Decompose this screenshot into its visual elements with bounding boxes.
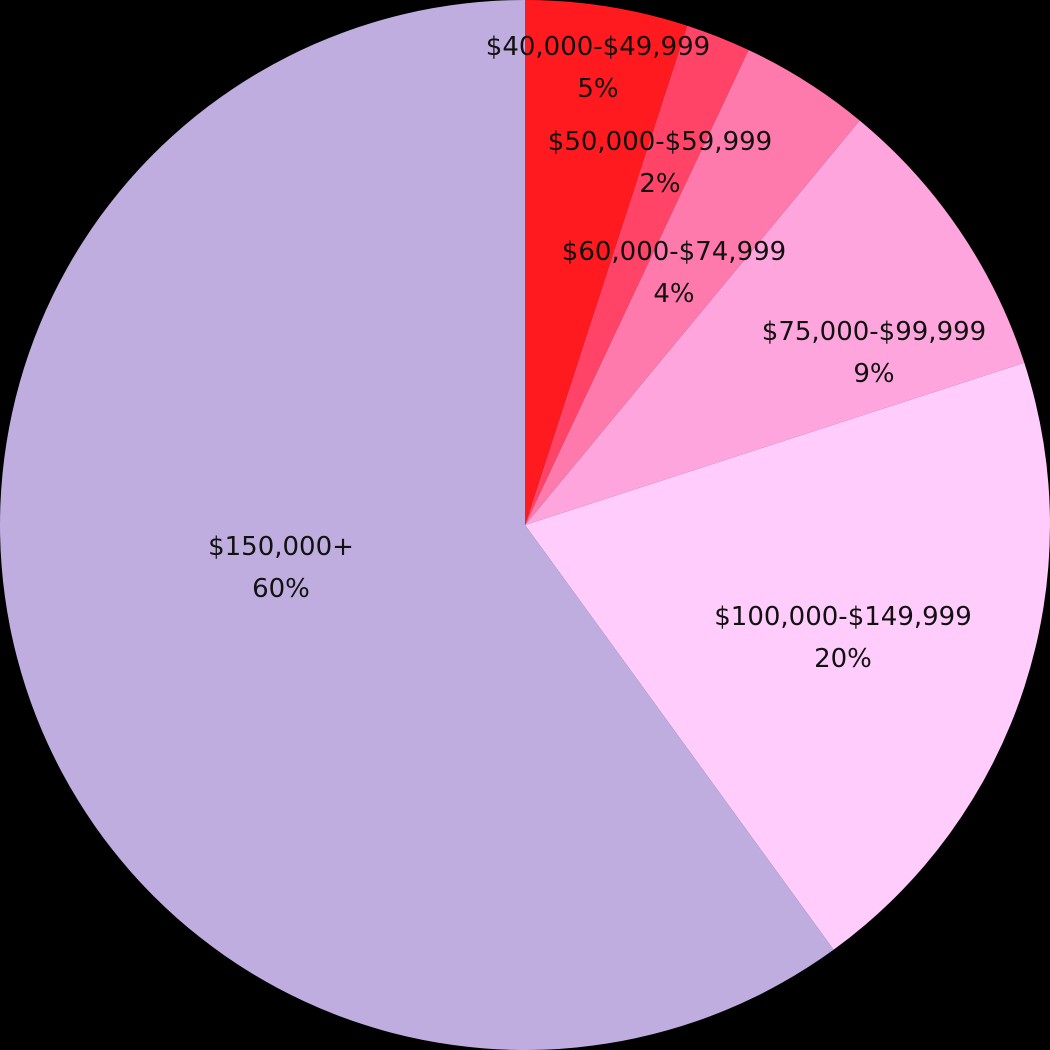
pie-slice [525, 49, 860, 526]
pie-slice [525, 120, 1025, 526]
slice-category-label: $75,000-$99,999 [762, 317, 986, 347]
slice-category-label: $50,000-$59,999 [548, 127, 772, 157]
pie-slice [0, 0, 834, 1050]
labels-group: $40,000-$49,999 5% $50,000-$59,999 2% $60,00… [208, 32, 986, 674]
slice-value-label: 5% [577, 74, 618, 104]
slice-category-label: $100,000-$149,999 [714, 602, 972, 632]
slice-category-label: $60,000-$74,999 [562, 237, 786, 267]
pie-slice [525, 0, 688, 525]
slice-value-label: 4% [653, 279, 694, 309]
pie-slice [525, 362, 1050, 950]
slice-value-label: 60% [252, 574, 310, 604]
slice-category-label: $40,000-$49,999 [486, 32, 710, 62]
slice-value-label: 9% [853, 359, 894, 389]
slice-value-label: 20% [814, 644, 872, 674]
slice-category-label: $150,000+ [208, 532, 354, 562]
pie-slice [525, 25, 749, 525]
slice-value-label: 2% [639, 169, 680, 199]
